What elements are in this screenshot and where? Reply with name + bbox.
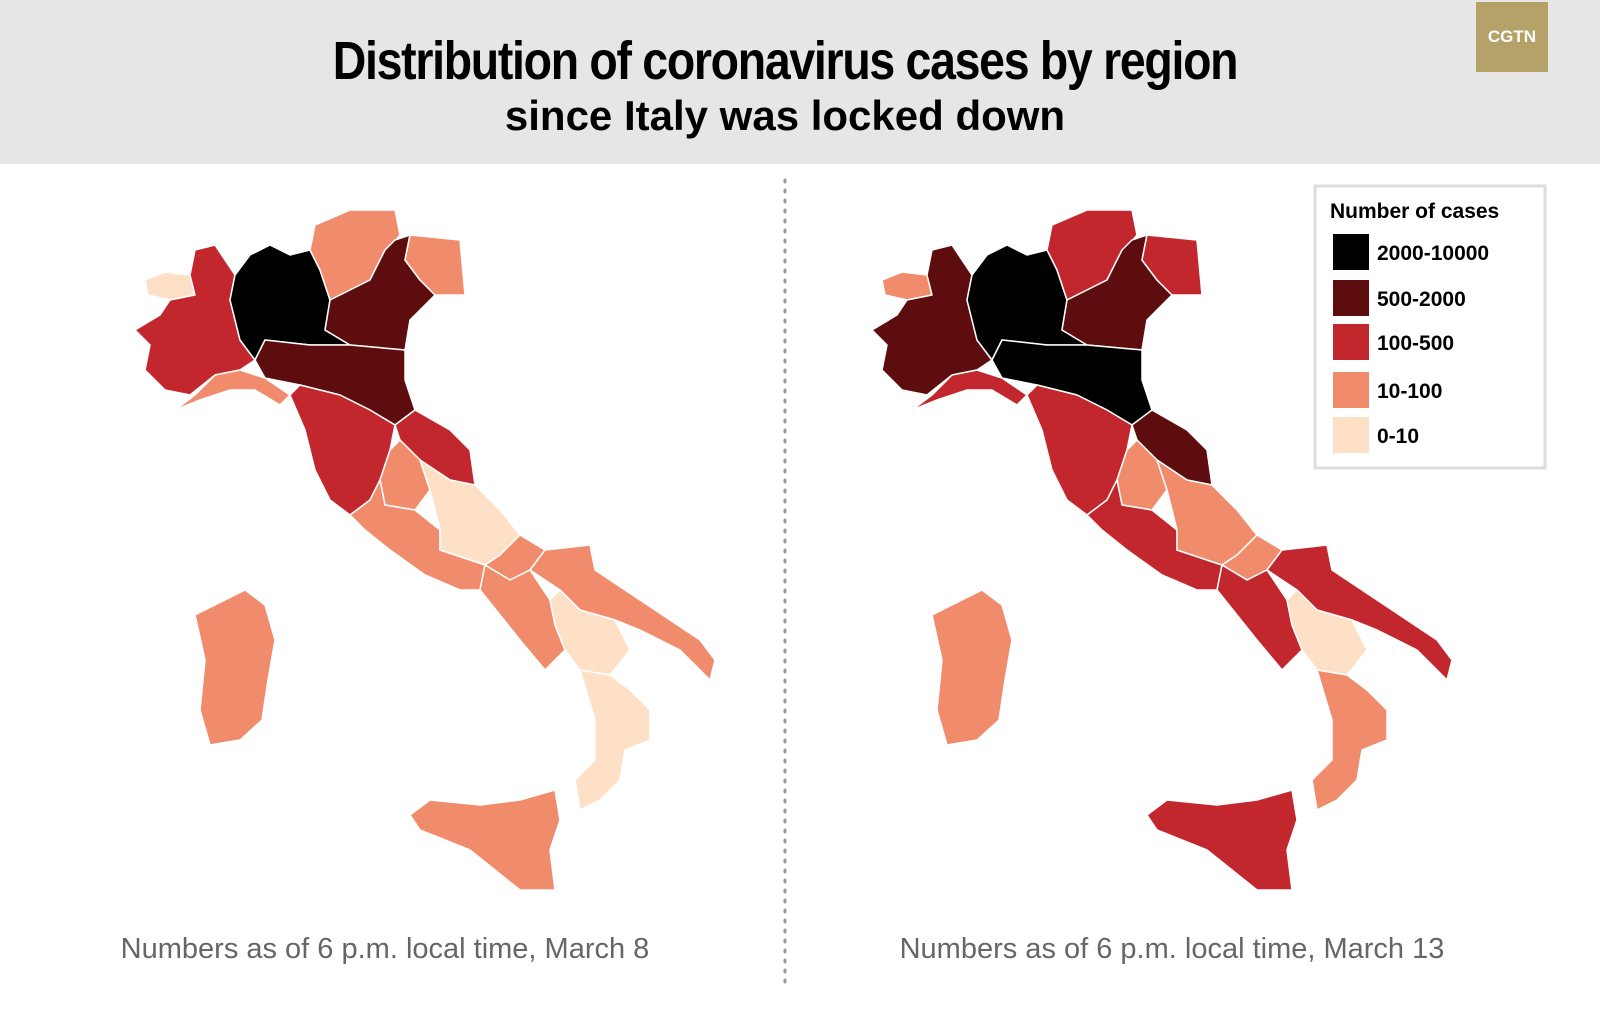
legend-title: Number of cases [1330, 200, 1499, 223]
caption: Numbers as of 6 p.m. local time, March 8 [121, 933, 650, 965]
logo: CGTN [1476, 2, 1548, 72]
subtitle: since Italy was locked down [504, 92, 1066, 139]
region [404, 234, 466, 296]
region [1146, 789, 1298, 891]
legend-label: 2000-10000 [1377, 242, 1489, 265]
region [931, 589, 1013, 746]
region [194, 589, 276, 746]
legend-swatch [1333, 280, 1369, 316]
legend-label: 0-10 [1377, 425, 1419, 448]
legend-swatch [1333, 417, 1369, 453]
region [574, 669, 651, 811]
region [1141, 234, 1203, 296]
legend-swatch [1333, 372, 1369, 408]
legend-label: 500-2000 [1377, 288, 1466, 311]
region [409, 789, 561, 891]
region [1311, 669, 1388, 811]
header: Distribution of coronavirus cases by reg… [0, 0, 1600, 164]
legend-label: 10-100 [1377, 380, 1442, 403]
title: Distribution of coronavirus cases by reg… [332, 31, 1239, 91]
caption: Numbers as of 6 p.m. local time, March 1… [900, 933, 1445, 965]
legend-swatch [1333, 234, 1369, 270]
legend-swatch [1333, 324, 1369, 360]
legend-label: 100-500 [1377, 332, 1454, 355]
